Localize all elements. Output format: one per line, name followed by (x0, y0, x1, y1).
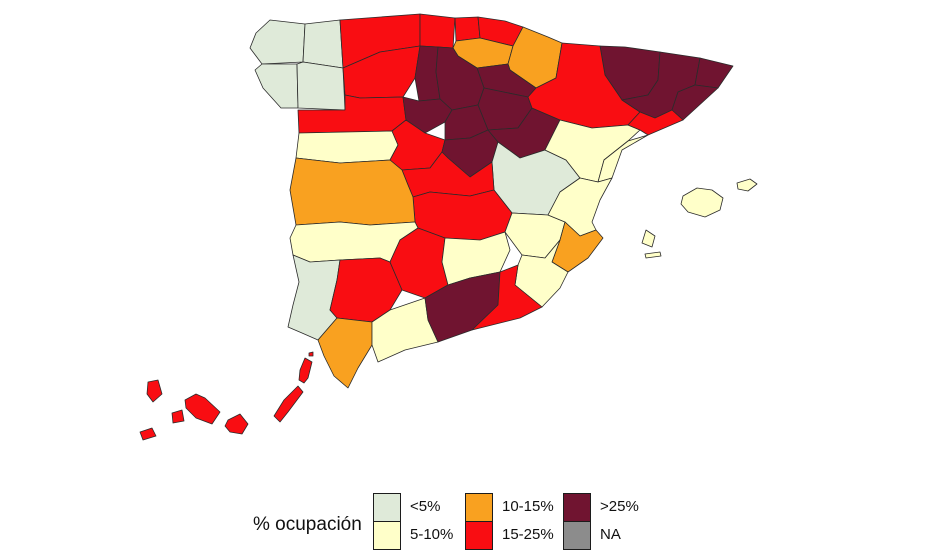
province-tarragona (627, 109, 684, 136)
province-las-palmas (308, 351, 314, 357)
province-salamanca (295, 130, 399, 164)
province-las-palmas (298, 357, 313, 384)
province-lugo (302, 19, 344, 69)
legend-label-stack: 10-15% 15-25% (502, 493, 554, 549)
province-illes-balears (641, 229, 656, 248)
legend-swatch-na (563, 521, 591, 550)
province-almeria (471, 264, 543, 331)
province-las-palmas (273, 385, 304, 423)
legend-swatch-stack (563, 493, 591, 550)
province-santa-cruz-de-tenerife (139, 427, 157, 441)
legend-swatch-stack (465, 493, 493, 550)
legend-label-10-15%: 10-15% (502, 498, 554, 515)
province-santa-cruz-de-tenerife (171, 409, 185, 424)
province-cadiz (317, 317, 373, 389)
province-illes-balears (644, 251, 662, 259)
legend-label-stack: >25% NA (600, 493, 639, 549)
province-las-palmas (224, 413, 249, 435)
province-girona (694, 57, 734, 89)
legend-label->25%: >25% (600, 498, 639, 515)
legend-column-1: <5% 5-10% (373, 493, 453, 550)
legend-swatch-15-25% (465, 521, 493, 550)
province-caceres (289, 157, 416, 226)
province-a-coruna (249, 19, 306, 65)
province-santa-cruz-de-tenerife (146, 379, 163, 403)
province-santa-cruz-de-tenerife (184, 393, 221, 425)
legend-column-2: 10-15% 15-25% (465, 493, 554, 550)
legend-swatch-stack (373, 493, 401, 550)
legend-label-5-10%: 5-10% (410, 526, 454, 543)
legend-swatch-5-10% (373, 521, 401, 550)
province-ourense (296, 61, 346, 111)
province-pontevedra (254, 63, 299, 109)
legend-title: % ocupación (253, 514, 362, 535)
legend-label-<5%: <5% (410, 498, 441, 515)
legend-label-15-25%: 15-25% (502, 526, 554, 543)
legend-label-stack: <5% 5-10% (410, 493, 453, 549)
province-illes-balears (680, 187, 724, 218)
spain-choropleth-map (139, 13, 758, 441)
legend-column-3: >25% NA (563, 493, 639, 550)
legend-label-na: NA (600, 526, 621, 543)
legend-swatch->25% (563, 493, 591, 522)
province-illes-balears (736, 178, 758, 192)
legend-swatch-<5% (373, 493, 401, 522)
legend-swatch-10-15% (465, 493, 493, 522)
province-vizcaya (454, 16, 481, 42)
province-cantabria (419, 13, 456, 49)
